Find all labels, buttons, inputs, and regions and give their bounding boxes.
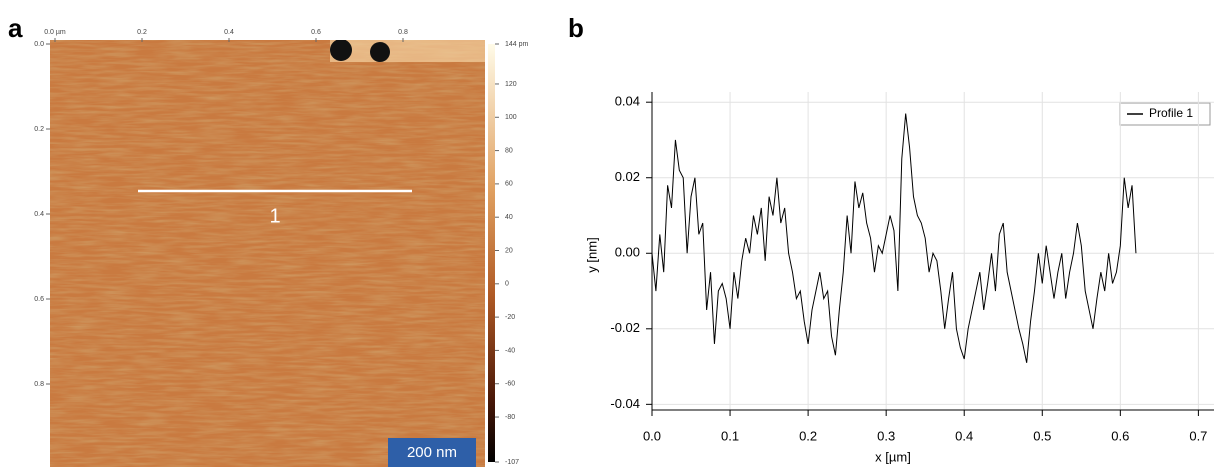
y-tick-label: 0.4 [34, 211, 44, 218]
x-tick-label: 0.6 [311, 29, 321, 36]
y-axis-label: y [nm] [584, 237, 599, 272]
x-tick-label: 0.8 [398, 29, 408, 36]
y-tick-label: 0.0 [34, 41, 44, 48]
panel-label: a [8, 13, 23, 43]
x-tick-label: 0.0 µm [44, 29, 66, 36]
x-tick-label: 0.2 [799, 428, 817, 443]
y-tick-label: 0.00 [615, 245, 640, 260]
x-tick-label: 0.2 [137, 29, 147, 36]
y-tick-label: 0.8 [34, 381, 44, 388]
profile-label: 1 [269, 205, 280, 227]
colorbar-tick-label: -60 [505, 381, 515, 388]
colorbar-tick-label: 0 [505, 281, 509, 288]
x-tick-label: 0.5 [1033, 428, 1051, 443]
colorbar-tick-label: 144 pm [505, 41, 529, 48]
colorbar-tick-label: 40 [505, 214, 513, 221]
colorbar-tick-label: 60 [505, 181, 513, 188]
y-tick-label: 0.2 [34, 126, 44, 133]
legend-label: Profile 1 [1149, 106, 1193, 120]
x-tick-label: 0.0 [643, 428, 661, 443]
scale-bar-label: 200 nm [407, 444, 457, 461]
scale-bar-box [388, 438, 476, 467]
x-tick-label: 0.4 [224, 29, 234, 36]
colorbar-tick-label: -107 [505, 459, 519, 466]
colorbar-tick-label: 80 [505, 147, 513, 154]
colorbar-tick-label: 20 [505, 247, 513, 254]
colorbar-tick-label: 100 [505, 114, 517, 121]
colorbar-tick-label: -20 [505, 314, 515, 321]
profile-line [651, 113, 1137, 363]
y-tick-label: 0.02 [615, 169, 640, 184]
x-tick-label: 0.1 [721, 428, 739, 443]
colorbar-tick-label: -40 [505, 347, 515, 354]
x-axis-label: x [µm] [875, 449, 911, 464]
afm-image [50, 40, 485, 467]
colorbar [488, 44, 495, 462]
y-tick-label: -0.04 [610, 396, 640, 411]
x-tick-label: 0.4 [955, 428, 973, 443]
panel-label: b [568, 13, 584, 43]
y-tick-label: 0.6 [34, 296, 44, 303]
x-tick-label: 0.6 [1111, 428, 1129, 443]
x-tick-label: 0.3 [877, 428, 895, 443]
y-tick-label: 0.04 [615, 94, 640, 109]
x-tick-label: 0.7 [1189, 428, 1207, 443]
colorbar-tick-label: -80 [505, 414, 515, 421]
colorbar-tick-label: 120 [505, 81, 517, 88]
y-tick-label: -0.02 [610, 320, 640, 335]
